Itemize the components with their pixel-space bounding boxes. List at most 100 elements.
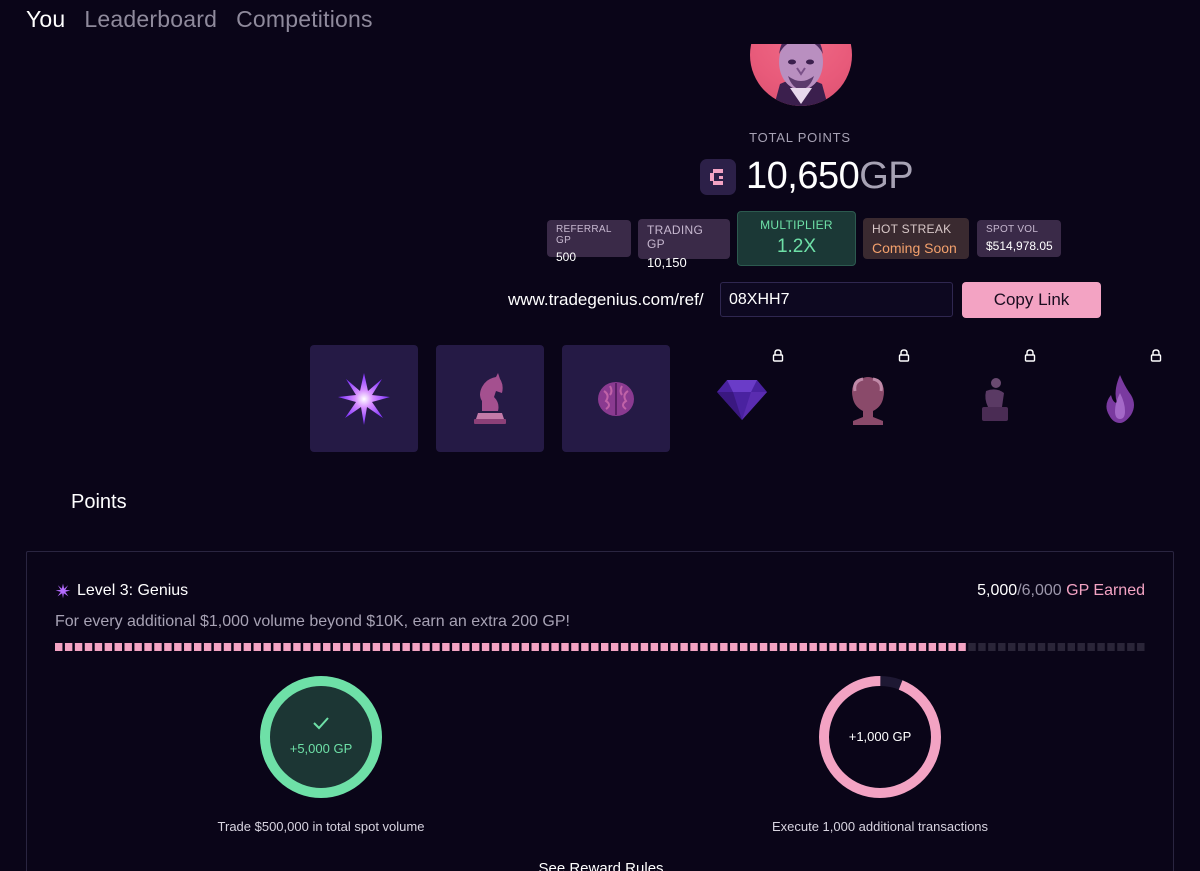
badge-flame[interactable] (1066, 345, 1174, 452)
progress-segment (620, 643, 629, 651)
progress-segment (928, 643, 937, 651)
progress-segment (789, 643, 798, 651)
progress-segment (878, 643, 887, 651)
progress-segment (591, 643, 599, 651)
progress-segment (869, 643, 877, 651)
progress-segment (898, 643, 907, 651)
progress-segment (263, 643, 271, 651)
badge-starburst[interactable] (310, 345, 418, 452)
ring-progress-arc (260, 676, 382, 798)
progress-segment (561, 643, 569, 651)
progress-segment (432, 643, 440, 651)
stat-value: $514,978.05 (986, 239, 1053, 253)
referral-code-input[interactable] (720, 282, 953, 317)
progress-segment (94, 643, 103, 651)
total-points: 10,650GP (700, 155, 914, 198)
progress-segment (223, 643, 232, 651)
progress-segment (531, 643, 539, 651)
progress-segment (1077, 643, 1085, 651)
badge-diamond[interactable] (688, 345, 796, 452)
progress-segment (839, 643, 847, 651)
progress-segment (74, 643, 83, 651)
progress-segment (918, 643, 927, 651)
progress-segment (650, 643, 659, 651)
progress-segment (690, 643, 698, 651)
portrait-icon (774, 44, 828, 106)
task-reward: +5,000 GP (290, 741, 353, 756)
tab-leaderboard[interactable]: Leaderboard (84, 6, 218, 32)
stat-multiplier: MULTIPLIER 1.2X (737, 211, 856, 266)
ring-progress-arc (819, 676, 941, 798)
stat-label: MULTIPLIER (760, 218, 833, 232)
progress-segment (323, 643, 331, 651)
progress-segment (938, 643, 946, 651)
task-progress-ring: +5,000 GP (260, 676, 382, 798)
badge-bust[interactable] (814, 345, 922, 452)
progress-segment (541, 643, 549, 651)
progress-segment (273, 643, 281, 651)
progress-segment (968, 643, 976, 651)
stat-value: Coming Soon (872, 240, 957, 256)
level-title: Level 3: Genius (55, 582, 188, 600)
progress-segment (819, 643, 827, 651)
statue-icon (982, 377, 1008, 421)
stat-value: 1.2X (776, 236, 817, 257)
progress-segment (362, 643, 371, 651)
progress-segment (164, 643, 172, 651)
ring-fill (270, 686, 372, 788)
progress-segment (551, 643, 559, 651)
progress-segment (511, 643, 520, 651)
progress-segment (1057, 643, 1066, 651)
progress-segment (720, 643, 728, 651)
progress-segment (888, 643, 897, 651)
tab-competitions[interactable]: Competitions (236, 6, 373, 32)
progress-segment (193, 643, 202, 651)
progress-segment (908, 643, 917, 651)
brain-icon (598, 381, 634, 416)
progress-segment (640, 643, 649, 651)
starburst-icon (338, 372, 390, 425)
progress-segment (213, 643, 222, 651)
progress-segment (313, 643, 321, 651)
referral-link-prefix: www.tradegenius.com/ref/ (508, 290, 704, 309)
progress-segment (144, 643, 152, 651)
progress-segment (521, 643, 530, 651)
progress-segment (660, 643, 668, 651)
task-progress-ring: +1,000 GP (819, 676, 941, 798)
progress-segment (233, 643, 242, 651)
progress-segment (581, 643, 589, 651)
level-description: For every additional $1,000 volume beyon… (55, 613, 570, 630)
badge-statue[interactable] (940, 345, 1048, 452)
stat-label: TRADING GP (647, 223, 704, 251)
lock-icon (772, 349, 784, 362)
avatar (750, 44, 852, 106)
flame-icon (1106, 374, 1134, 423)
badge-brain[interactable] (562, 345, 670, 452)
starburst-icon (55, 583, 71, 599)
progress-segment (779, 643, 788, 651)
progress-segment (978, 643, 986, 651)
progress-segment (948, 643, 956, 651)
progress-segment (382, 643, 391, 651)
points-value: 10,650GP (746, 155, 914, 197)
progress-segment (730, 643, 738, 651)
progress-segment (342, 643, 351, 651)
stat-label: SPOT VOL (986, 224, 1039, 235)
copy-link-button[interactable]: Copy Link (962, 282, 1101, 318)
progress-segment (372, 643, 381, 651)
progress-segment (958, 643, 966, 651)
top-tabs: You Leaderboard Competitions (26, 6, 373, 33)
progress-segment (1017, 643, 1026, 651)
stat-label: REFERRAL GP (556, 224, 612, 246)
badge-knight[interactable] (436, 345, 544, 452)
progress-segment (680, 643, 688, 651)
see-reward-rules-link[interactable]: See Reward Rules (538, 860, 664, 871)
progress-segment (55, 643, 63, 651)
progress-segment (452, 643, 460, 651)
gp-earned-current: 5,000 (977, 582, 1018, 599)
progress-segment (700, 643, 708, 651)
progress-segment (253, 643, 261, 651)
progress-segment (1137, 643, 1145, 651)
tab-you[interactable]: You (26, 6, 66, 32)
progress-segment (769, 643, 778, 651)
